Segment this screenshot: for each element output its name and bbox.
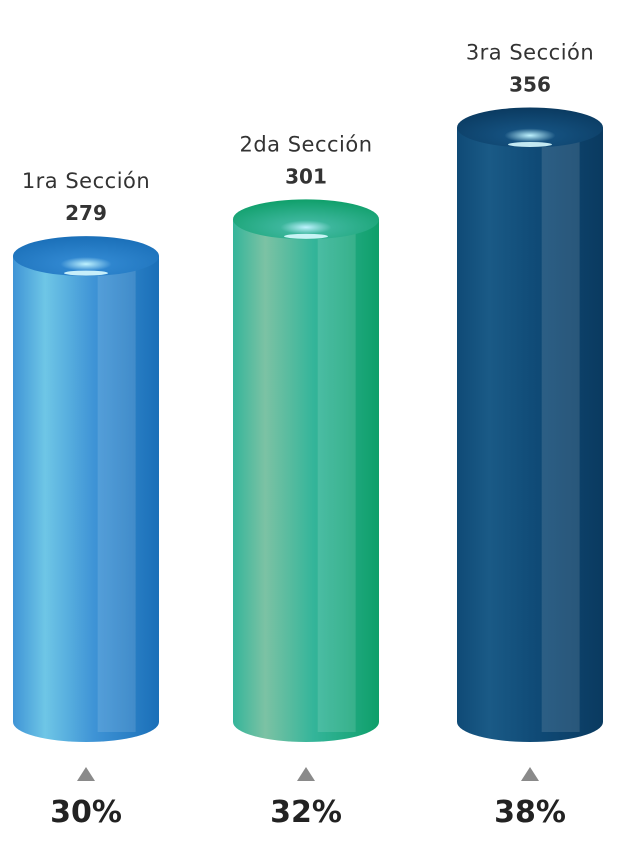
category-label: 1ra Sección bbox=[22, 169, 150, 193]
cylinder-top bbox=[13, 236, 159, 277]
percentage-label: 38% bbox=[494, 795, 566, 830]
bars-layer bbox=[13, 107, 603, 743]
category-label: 2da Sección bbox=[239, 132, 372, 156]
cylinder-top bbox=[233, 199, 379, 240]
cylinder-rim-glow bbox=[508, 141, 552, 147]
cylinder-rim-glow bbox=[284, 233, 328, 239]
cylinder-bar bbox=[233, 199, 379, 742]
value-label: 356 bbox=[509, 72, 551, 96]
cylinder-body bbox=[13, 256, 159, 742]
percentage-label: 30% bbox=[50, 795, 122, 830]
labels-layer: 1ra Sección 279 30% 2da Sección 301 32% 3ra Se… bbox=[22, 40, 594, 830]
value-label: 301 bbox=[285, 164, 327, 188]
value-label: 279 bbox=[65, 201, 107, 225]
cylinder-body bbox=[457, 127, 603, 743]
cylinder-bar bbox=[13, 236, 159, 742]
triangle-up-icon bbox=[77, 767, 95, 781]
cylinder-gloss bbox=[97, 264, 136, 732]
cylinder-rim-glow bbox=[64, 270, 108, 276]
triangle-up-icon bbox=[297, 767, 315, 781]
percentage-label: 32% bbox=[270, 795, 342, 830]
cylinder-body bbox=[233, 219, 379, 742]
triangle-up-icon bbox=[521, 767, 539, 781]
cylinder-bar bbox=[457, 107, 603, 743]
cylinder-top bbox=[457, 107, 603, 148]
category-label: 3ra Sección bbox=[466, 40, 594, 64]
cylinder-gloss bbox=[541, 135, 580, 733]
cylinder-gloss bbox=[317, 227, 356, 732]
